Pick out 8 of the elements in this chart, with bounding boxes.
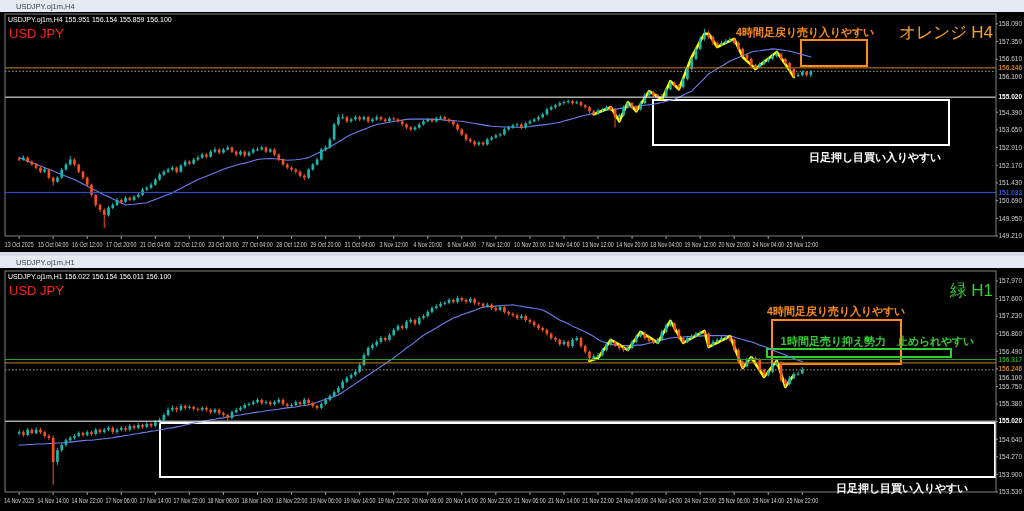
annotation: 4時間足戻り売り入りやすい — [767, 305, 905, 317]
annotation: 日足押し目買い入りやすい — [809, 151, 941, 163]
annotation: 4時間足戻り売り入りやすい — [736, 26, 874, 38]
title: USD JPY — [9, 283, 64, 298]
title: USD JPY — [9, 26, 64, 41]
annotation: オレンジ H4 — [898, 22, 993, 42]
annotation: 緑 H1 — [949, 280, 993, 300]
annotation: 日足押し目買い入りやすい — [836, 482, 968, 494]
